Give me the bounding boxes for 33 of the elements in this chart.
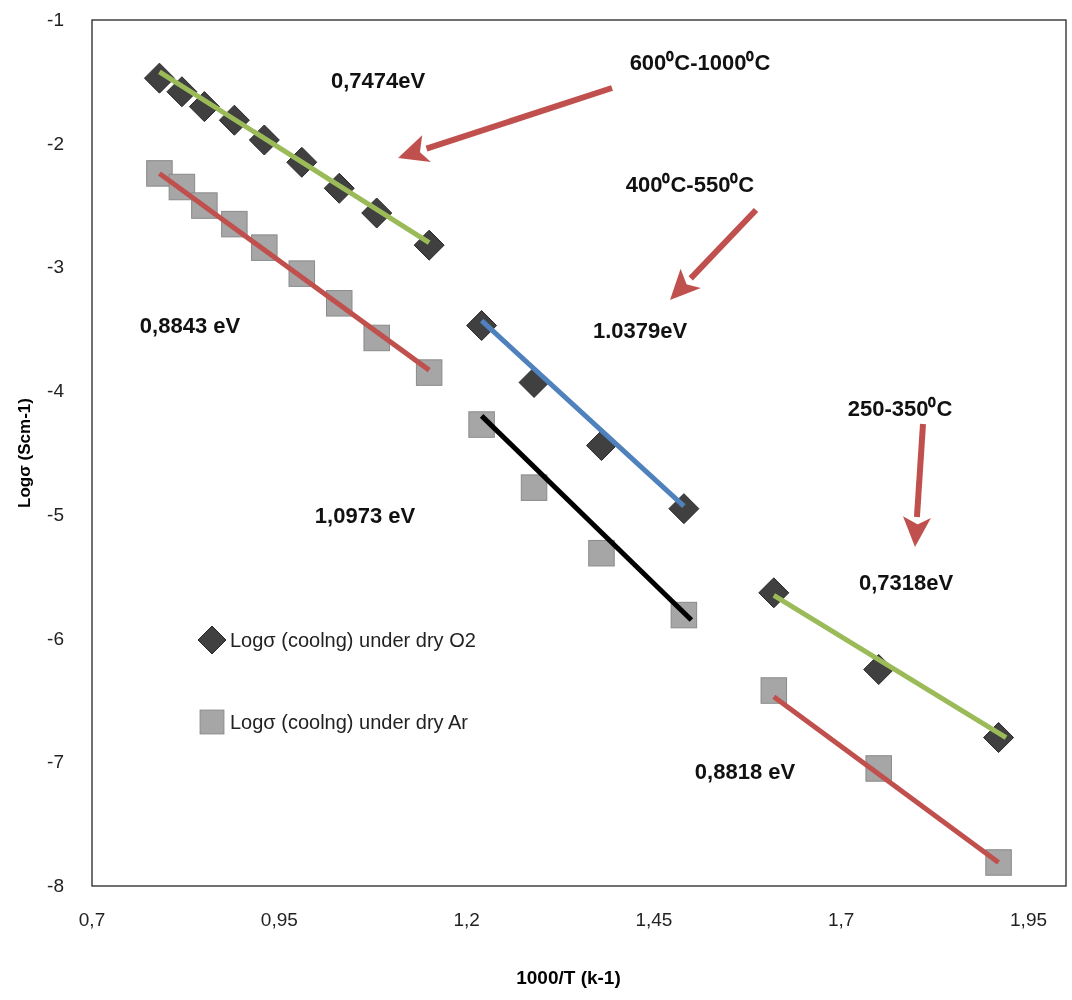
x-tick-label: 1,7	[828, 909, 855, 930]
y-axis-title: Logσ (Scm-1)	[15, 398, 34, 508]
y-tick-label: -4	[47, 380, 65, 402]
x-tick-label: 1,2	[453, 909, 480, 930]
annotation: 0,8843 eV	[139, 313, 241, 338]
annotation: 250-350⁰C	[847, 396, 953, 421]
y-tick-label: -8	[47, 875, 64, 896]
annotation: 400⁰C-550⁰C	[625, 172, 755, 197]
legend-label: Logσ (coolng) under dry O2	[230, 629, 476, 651]
annotation: 1,0973 eV	[314, 503, 416, 528]
annotation: 0,7474eV	[330, 68, 426, 93]
y-tick-label: -6	[47, 627, 64, 649]
point	[668, 493, 700, 525]
annotation: 1.0379eV	[592, 318, 688, 343]
y-tick-label: -7	[47, 751, 64, 773]
legend-label: Logσ (coolng) under dry Ar	[230, 711, 469, 733]
point	[758, 577, 790, 609]
x-tick-label: 1,95	[1010, 909, 1048, 930]
point	[520, 474, 548, 501]
annotation: 0,8818 eV	[694, 759, 796, 784]
annotation: 600⁰C-1000⁰C	[629, 50, 771, 75]
y-tick-label: -3	[47, 256, 64, 278]
y-tick-label: -5	[47, 503, 64, 525]
point	[588, 539, 615, 567]
x-tick-label: 1,45	[635, 909, 673, 930]
x-tick-label: 0,95	[260, 909, 298, 930]
annotation: 0,7318eV	[858, 570, 954, 595]
y-tick-label: -2	[47, 132, 64, 154]
point	[760, 677, 788, 704]
y-tick-label: -1	[47, 9, 64, 30]
x-tick-label: 0,7	[78, 909, 106, 930]
point	[585, 430, 617, 462]
x-axis-title: 1000/T (k-1)	[516, 967, 621, 988]
